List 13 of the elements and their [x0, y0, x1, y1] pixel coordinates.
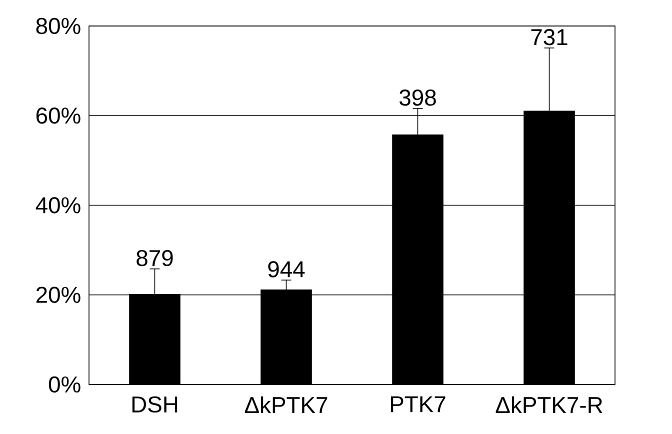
annotation: 944	[268, 261, 305, 278]
y-tick-label: 20%	[36, 286, 80, 303]
annotation: 398	[400, 90, 436, 106]
x-tick-label: ΔkPTK7	[244, 396, 328, 413]
y-tick-label: 40%	[36, 197, 80, 214]
y-tick-label: 60%	[36, 108, 80, 124]
y-tick-label: 80%	[36, 18, 80, 34]
x-tick-label: PTK7	[390, 396, 446, 412]
annotation: 879	[136, 250, 173, 266]
y-tick-label: 0%	[48, 376, 80, 393]
annotation: 731	[531, 29, 568, 46]
x-tick-label: ΔkPTK7-R	[496, 396, 602, 413]
x-tick-label: DSH	[132, 396, 178, 413]
